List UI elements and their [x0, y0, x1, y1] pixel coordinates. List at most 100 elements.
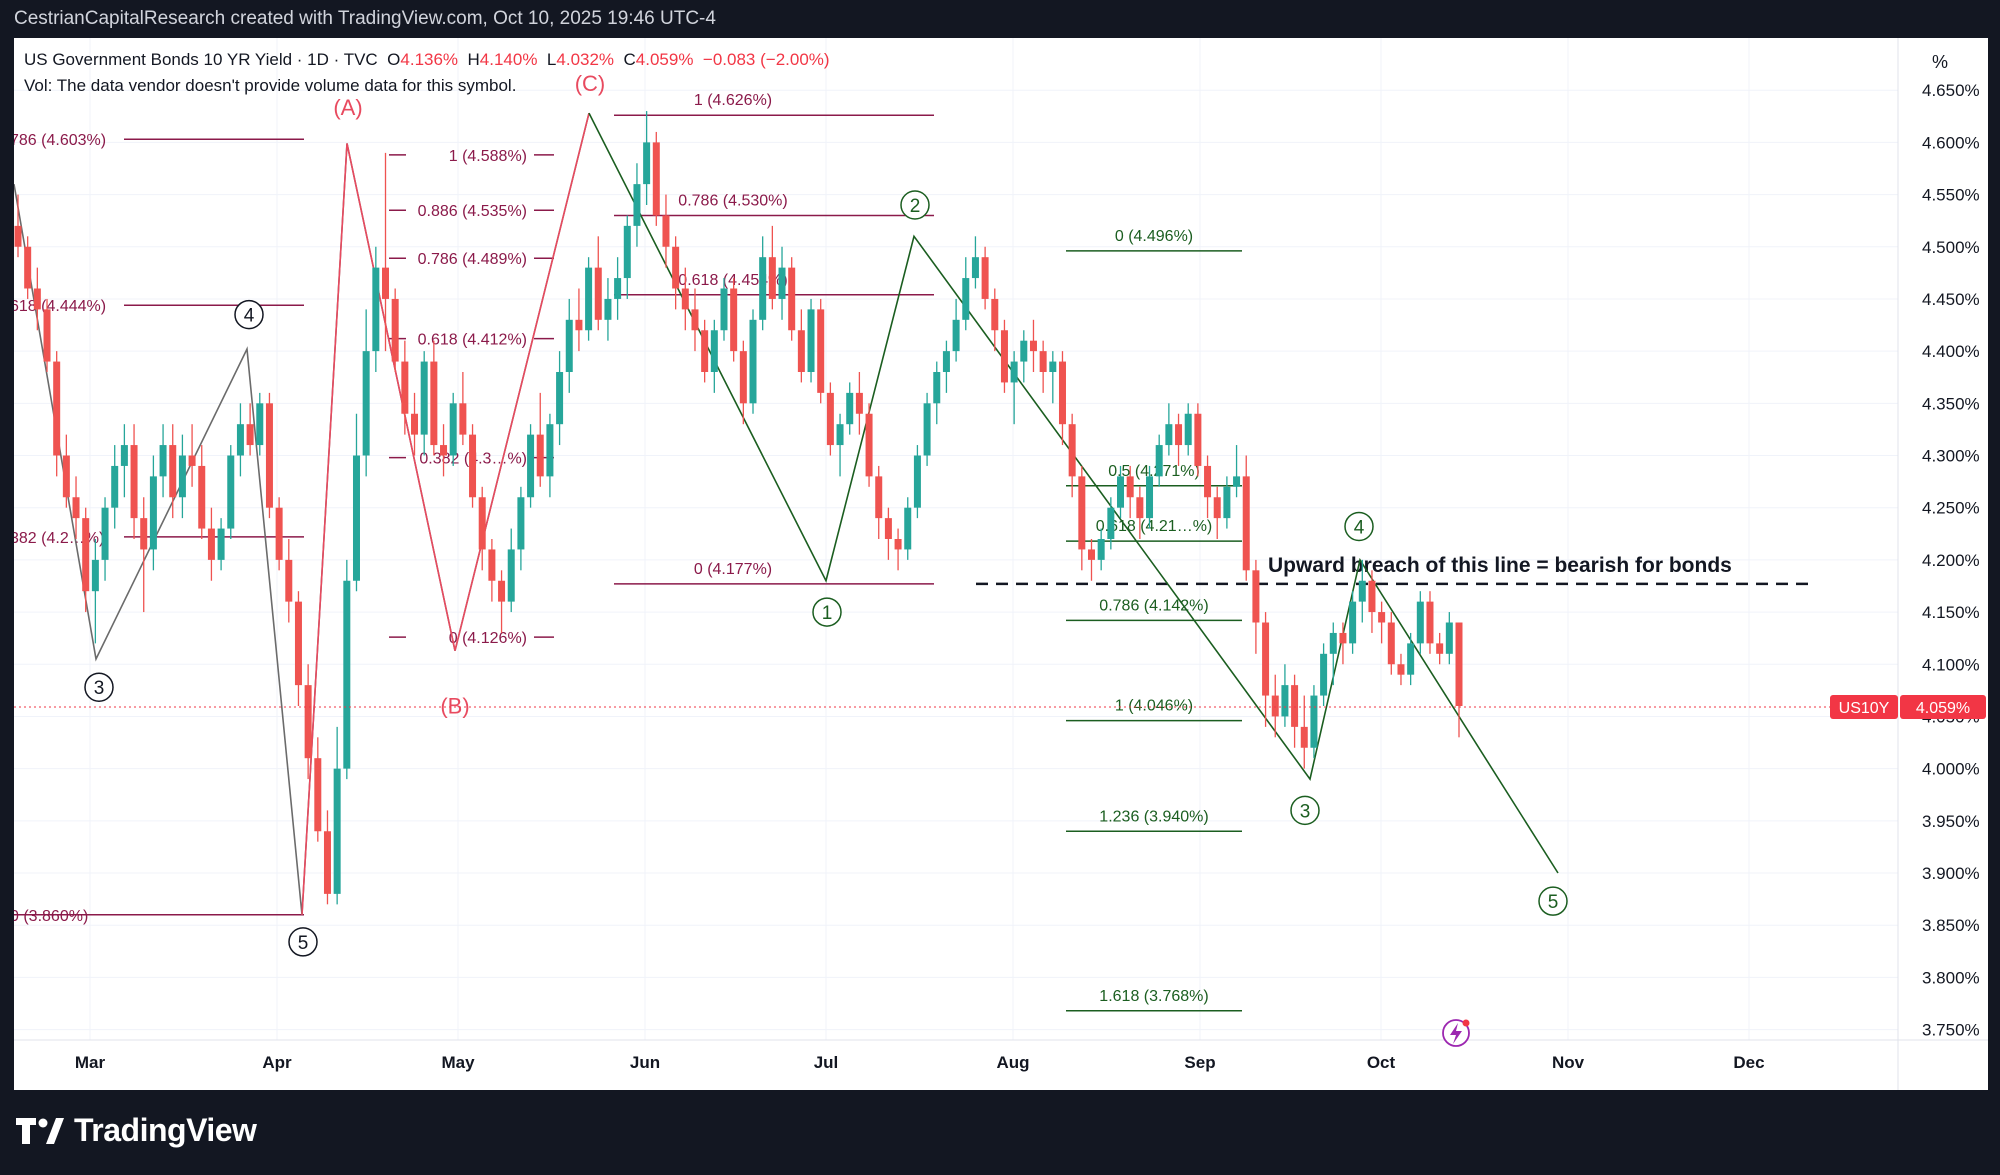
candle-body: [1039, 351, 1047, 372]
price-tick-label: 4.550%: [1922, 186, 1980, 205]
candle-body: [140, 518, 148, 550]
axis-unit[interactable]: %: [1931, 52, 1948, 72]
fib-label: 618 (4.444%): [14, 298, 106, 315]
candle-body: [1204, 465, 1212, 498]
candle-body: [942, 351, 950, 372]
wave-label-green: 3: [1300, 801, 1311, 822]
time-tick-label: May: [441, 1053, 475, 1072]
candle-body: [217, 528, 225, 560]
candle-body: [865, 413, 873, 477]
candles: [14, 111, 1463, 905]
symbol-tag-text: US10Y: [1839, 700, 1890, 717]
wave-label-black-circle: [84, 672, 114, 702]
candle-body: [236, 424, 244, 456]
candle-body: [681, 288, 689, 310]
candle-body: [585, 267, 593, 331]
candle-body: [333, 768, 341, 894]
chart-panel[interactable]: 786 (4.603%) 618 (4.444%) 382 (4.2…%) 0 (3.…: [14, 38, 1988, 1090]
fib-label: 0.886 (4.535%): [418, 203, 527, 220]
tradingview-logo-icon: [16, 1117, 64, 1144]
candle-body: [817, 309, 825, 393]
candle-body: [962, 278, 970, 320]
price-tick-label: 4.150%: [1922, 603, 1980, 622]
symbol-title: US Government Bonds 10 YR Yield · 1D · T…: [24, 50, 378, 69]
wave-labels: 3 4 5 (A) (B) (C) 1 2 3 4 5: [84, 71, 1568, 957]
candle-body: [517, 497, 525, 550]
candle-body: [1165, 424, 1173, 446]
candle-body: [323, 831, 331, 894]
high-key: H: [467, 50, 480, 69]
candle-body: [343, 580, 351, 769]
candle-body: [1010, 361, 1018, 383]
wave-label-green-circle: [1290, 795, 1320, 826]
time-tick-label: Apr: [262, 1053, 292, 1072]
wave-label-black-circle: [288, 927, 318, 957]
candle-body: [498, 580, 506, 602]
close-key: C: [623, 50, 636, 69]
candle-body: [459, 403, 467, 435]
candle-body: [275, 507, 283, 560]
candle-body: [826, 392, 834, 446]
time-tick-label: Nov: [1552, 1053, 1585, 1072]
price-tick-label: 4.250%: [1922, 499, 1980, 518]
fib-label: 0 (4.496%): [1115, 228, 1193, 245]
candle-body: [594, 267, 602, 320]
candle-body: [614, 278, 622, 299]
wave-label-green-circle: [1538, 886, 1568, 916]
candle-body: [1329, 632, 1337, 654]
time-tick-label: Jun: [630, 1053, 660, 1072]
candle-body: [546, 424, 554, 477]
candle-body: [633, 184, 641, 226]
candle-body: [1339, 632, 1347, 644]
fib-label: 1 (4.588%): [449, 148, 527, 165]
footer-bar: TradingView: [0, 1090, 2000, 1175]
candle-body: [875, 476, 883, 519]
price-tick-label: 4.000%: [1922, 760, 1980, 779]
candle-body: [981, 257, 989, 299]
lightning-icon[interactable]: [1442, 1019, 1470, 1047]
wave-label-red: (B): [440, 693, 469, 718]
fib-label: 1 (4.626%): [694, 92, 772, 109]
wave-label-black-circle: [234, 299, 264, 330]
candle-body: [991, 298, 999, 331]
candle-body: [1407, 643, 1415, 675]
price-tick-label: 3.750%: [1922, 1021, 1980, 1040]
symbol-legend[interactable]: US Government Bonds 10 YR Yield · 1D · T…: [24, 50, 830, 70]
high-value: 4.140%: [479, 50, 538, 69]
candle-body: [923, 403, 931, 456]
candle-body: [159, 445, 167, 477]
candle-body: [1155, 445, 1163, 477]
candle-body: [1242, 476, 1250, 571]
price-tick-label: 4.350%: [1922, 394, 1980, 413]
low-key: L: [546, 50, 557, 69]
fib-label: 0.786 (4.530%): [678, 192, 787, 209]
candle-body: [420, 361, 428, 435]
candle-body: [130, 445, 138, 519]
last-price-tag: [1900, 695, 1986, 720]
attribution-bar: CestrianCapitalResearch created with Tra…: [0, 0, 2000, 38]
candle-body: [1281, 685, 1289, 717]
wave-label-green: 4: [1354, 517, 1365, 538]
wave-label-black: 3: [94, 678, 105, 699]
candle-body: [372, 267, 380, 352]
wave-label-green-circle: [812, 597, 842, 627]
open-value: 4.136%: [400, 50, 459, 69]
wave-line-red: [301, 112, 590, 915]
price-tick-label: 4.650%: [1922, 81, 1980, 100]
time-tick-label: Mar: [75, 1053, 106, 1072]
candle-body: [1426, 601, 1434, 644]
candle-body: [1117, 476, 1125, 508]
candle-body: [749, 319, 757, 404]
candle-body: [72, 497, 80, 519]
candle-body: [1029, 340, 1037, 352]
tradingview-logo[interactable]: TradingView: [16, 1112, 257, 1149]
price-chart[interactable]: 786 (4.603%) 618 (4.444%) 382 (4.2…%) 0 (3.…: [14, 38, 1988, 1090]
candle-body: [265, 403, 273, 508]
candle-body: [352, 455, 360, 581]
candle-body: [759, 257, 767, 320]
candle-body: [720, 288, 728, 331]
change-value: −0.083 (−2.00%): [702, 50, 830, 69]
fib-label: 0.786 (4.142%): [1099, 597, 1208, 614]
candle-body: [198, 465, 206, 529]
candle-body: [1262, 622, 1270, 696]
